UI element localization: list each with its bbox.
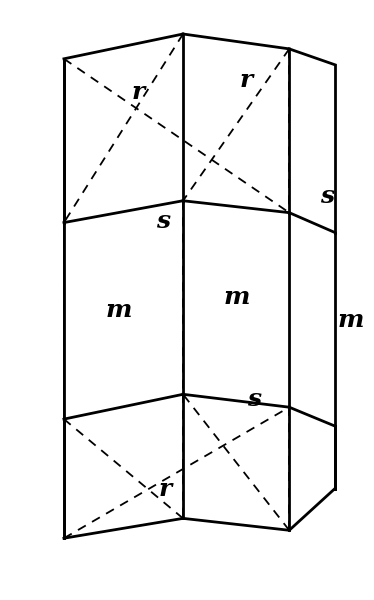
Text: r: r — [159, 476, 172, 500]
Text: s: s — [156, 209, 170, 233]
Text: s: s — [248, 387, 261, 411]
Text: m: m — [223, 285, 250, 309]
Polygon shape — [183, 201, 289, 407]
Text: m: m — [105, 298, 132, 322]
Polygon shape — [64, 201, 183, 419]
Polygon shape — [183, 394, 335, 530]
Polygon shape — [289, 212, 335, 426]
Polygon shape — [183, 34, 335, 233]
Text: m: m — [337, 308, 364, 332]
Polygon shape — [64, 394, 183, 538]
Text: s: s — [320, 184, 334, 208]
Text: r: r — [132, 80, 145, 104]
Polygon shape — [64, 34, 183, 223]
Text: r: r — [240, 68, 253, 92]
